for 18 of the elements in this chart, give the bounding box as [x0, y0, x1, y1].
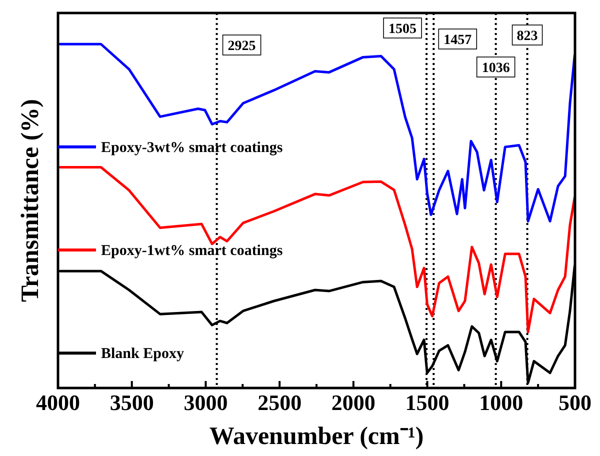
x-tick-label: 3500	[110, 390, 154, 415]
x-tick-label: 1500	[405, 390, 450, 415]
legend-label: Blank Epoxy	[101, 346, 184, 362]
ref-line-label: 1505	[388, 22, 417, 37]
ref-line-label: 2925	[228, 39, 256, 54]
y-axis-title: Transmittance (%)	[17, 99, 44, 302]
x-tick-label: 1000	[479, 390, 524, 415]
x-axis-title: Wavenumber (cm⁻¹)	[209, 423, 424, 450]
legend-label: Epoxy-3wt% smart coatings	[101, 140, 283, 156]
x-tick-label: 3000	[184, 390, 228, 415]
x-tick-label: 4000	[36, 390, 80, 415]
x-tick-label: 2500	[258, 390, 302, 415]
x-tick-label: 500	[558, 390, 592, 415]
ref-line-label: 823	[516, 29, 538, 44]
x-tick-label: 2000	[331, 390, 376, 415]
ref-line-label: 1036	[482, 61, 510, 76]
legend-label: Epoxy-1wt% smart coatings	[101, 243, 283, 259]
ref-line-label: 1457	[444, 33, 472, 48]
